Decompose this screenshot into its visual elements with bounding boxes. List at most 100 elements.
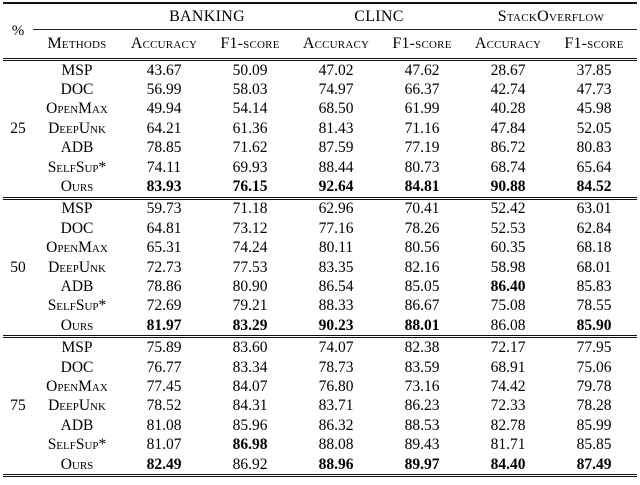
value-cell: 78.28 [576, 397, 612, 415]
value-cell: 78.26 [404, 219, 440, 237]
value-cell: 62.84 [576, 219, 612, 237]
method-name: ADB [60, 416, 94, 434]
method-name: OpenMax [46, 377, 108, 395]
table-header: % BANKING CLINC StackOverflow Methods Ac… [3, 3, 637, 60]
value-cell: 69.93 [232, 158, 268, 176]
value-cell: 84.07 [232, 377, 268, 395]
table-row: OpenMax 77.45 84.07 76.80 73.16 74.42 79… [3, 377, 637, 396]
value-cell: 68.01 [576, 258, 612, 276]
value-cell: 85.05 [404, 277, 440, 295]
banking-accuracy-header: Accuracy [130, 35, 198, 52]
value-cell: 75.89 [146, 339, 182, 357]
value-cell: 77.45 [146, 377, 182, 395]
value-cell: 78.73 [318, 358, 354, 376]
clinc-f1-header: F1-score [392, 35, 452, 52]
value-cell: 78.85 [146, 139, 182, 157]
value-cell: 86.08 [490, 316, 526, 334]
method-name: SelfSup* [47, 436, 107, 454]
value-cell: 73.16 [404, 377, 440, 395]
value-cell: 83.35 [318, 258, 354, 276]
header-spacer [33, 3, 121, 30]
value-cell: 84.40 [490, 455, 526, 473]
value-cell: 63.01 [576, 200, 612, 218]
value-cell: 87.49 [576, 455, 612, 473]
value-cell: 78.86 [146, 277, 182, 295]
value-cell: 47.62 [404, 61, 440, 79]
value-cell: 47.84 [490, 119, 526, 137]
value-cell: 50.09 [232, 61, 268, 79]
table-row: DOC 64.81 73.12 77.16 78.26 52.53 62.84 [3, 219, 637, 238]
stackoverflow-accuracy-header: Accuracy [474, 35, 542, 52]
value-cell: 77.95 [576, 339, 612, 357]
value-cell: 85.85 [576, 436, 612, 454]
value-cell: 83.29 [232, 316, 268, 334]
method-name: SelfSup* [47, 158, 107, 176]
value-cell: 85.83 [576, 277, 612, 295]
value-cell: 47.73 [576, 81, 612, 99]
value-cell: 86.54 [318, 277, 354, 295]
value-cell: 71.18 [232, 200, 268, 218]
block-75-percent: 75 MSP 75.89 83.60 74.07 82.38 72.17 77.… [3, 336, 637, 476]
value-cell: 86.92 [232, 455, 268, 473]
value-cell: 85.96 [232, 416, 268, 434]
table-row: SelfSup* 81.07 86.98 88.08 89.43 81.71 8… [3, 435, 637, 454]
subheader-row: Methods Accuracy F1-score Accuracy F1-sc… [3, 30, 637, 60]
table-row: SelfSup* 72.69 79.21 88.33 86.67 75.08 7… [3, 297, 637, 316]
table-row: ADB 78.86 80.90 86.54 85.05 86.40 85.83 [3, 277, 637, 296]
value-cell: 52.05 [576, 119, 612, 137]
method-name: Ours [60, 455, 94, 473]
table-row: DOC 56.99 58.03 74.97 66.37 42.74 47.73 [3, 80, 637, 99]
group-header-row: % BANKING CLINC StackOverflow [3, 3, 637, 39]
value-cell: 86.40 [490, 277, 526, 295]
value-cell: 74.07 [318, 339, 354, 357]
value-cell: 86.98 [232, 436, 268, 454]
value-cell: 68.91 [490, 358, 526, 376]
method-name: OpenMax [46, 239, 108, 257]
group-header-stackoverflow: StackOverflow [465, 3, 637, 30]
value-cell: 80.90 [232, 277, 268, 295]
known-ratio-label: 50 [10, 258, 26, 276]
value-cell: 87.59 [318, 139, 354, 157]
method-name: Ours [60, 316, 94, 334]
value-cell: 40.28 [490, 100, 526, 118]
table-row: DeepUnk 64.21 61.36 81.43 71.16 47.84 52… [3, 119, 637, 138]
value-cell: 65.31 [146, 239, 182, 257]
method-name: DOC [60, 81, 94, 99]
value-cell: 52.53 [490, 219, 526, 237]
value-cell: 74.11 [146, 158, 182, 176]
value-cell: 77.19 [404, 139, 440, 157]
value-cell: 37.85 [576, 61, 612, 79]
value-cell: 88.33 [318, 297, 354, 315]
value-cell: 81.71 [490, 436, 526, 454]
value-cell: 82.49 [146, 455, 182, 473]
table-row: 50 MSP 59.73 71.18 62.96 70.41 52.42 63.… [3, 198, 637, 275]
value-cell: 84.31 [232, 397, 268, 415]
method-name: MSP [61, 200, 93, 218]
value-cell: 83.59 [404, 358, 440, 376]
value-cell: 80.73 [404, 158, 440, 176]
value-cell: 84.81 [404, 178, 440, 196]
value-cell: 83.71 [318, 397, 354, 415]
value-cell: 89.43 [404, 436, 440, 454]
value-cell: 80.83 [576, 139, 612, 157]
method-name: SelfSup* [47, 297, 107, 315]
percent-column-header: % [11, 22, 25, 39]
table-row: OpenMax 49.94 54.14 68.50 61.99 40.28 45… [3, 100, 637, 119]
value-cell: 76.15 [232, 178, 268, 196]
block-25-percent: 25 MSP 43.67 50.09 47.02 47.62 28.67 37.… [3, 59, 637, 199]
value-cell: 42.74 [490, 81, 526, 99]
value-cell: 85.90 [576, 316, 612, 334]
table-row: ADB 81.08 85.96 86.32 88.53 82.78 85.99 [3, 416, 637, 435]
value-cell: 86.67 [404, 297, 440, 315]
value-cell: 81.43 [318, 119, 354, 137]
value-cell: 71.16 [404, 119, 440, 137]
value-cell: 75.06 [576, 358, 612, 376]
table-row: DeepUnk 78.52 84.31 83.71 86.23 72.33 78… [3, 397, 637, 416]
value-cell: 73.12 [232, 219, 268, 237]
results-table: % BANKING CLINC StackOverflow Methods Ac… [3, 2, 637, 477]
value-cell: 54.14 [232, 100, 268, 118]
value-cell: 86.32 [318, 416, 354, 434]
value-cell: 79.21 [232, 297, 268, 315]
value-cell: 83.93 [146, 178, 182, 196]
table-row: 25 MSP 43.67 50.09 47.02 47.62 28.67 37.… [3, 60, 637, 137]
